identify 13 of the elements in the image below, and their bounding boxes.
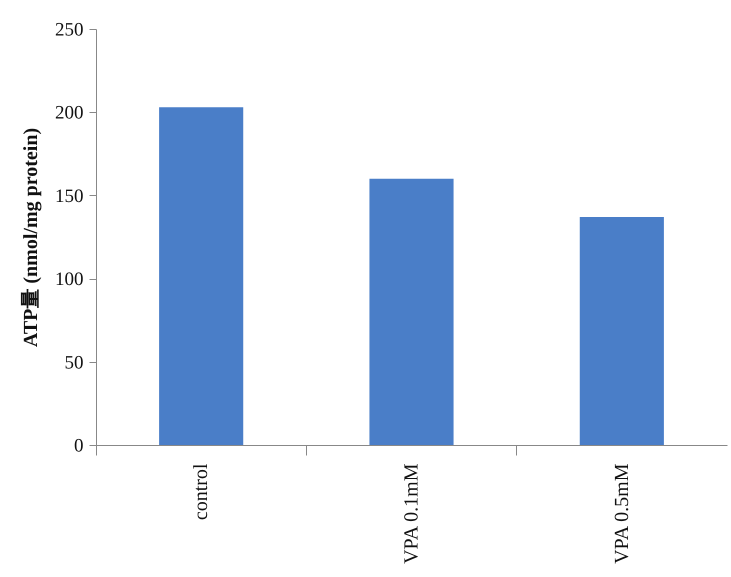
- y-tick-label: 0: [74, 436, 84, 456]
- y-tick-label: 100: [55, 269, 84, 290]
- bar: [369, 178, 454, 445]
- x-tick-label: VPA 0.5mM: [610, 463, 633, 564]
- y-tick-label: 150: [55, 186, 84, 207]
- x-tick-label: VPA 0.1mM: [400, 463, 422, 564]
- y-tick-label: 200: [55, 102, 84, 124]
- y-tick-label: 250: [55, 20, 84, 40]
- y-tick-label: 50: [64, 352, 84, 374]
- y-axis-title: ATP量 (nmol/mg protein): [20, 128, 42, 348]
- x-tick-label: control: [190, 463, 212, 520]
- bar: [159, 107, 244, 445]
- bar: [580, 217, 664, 445]
